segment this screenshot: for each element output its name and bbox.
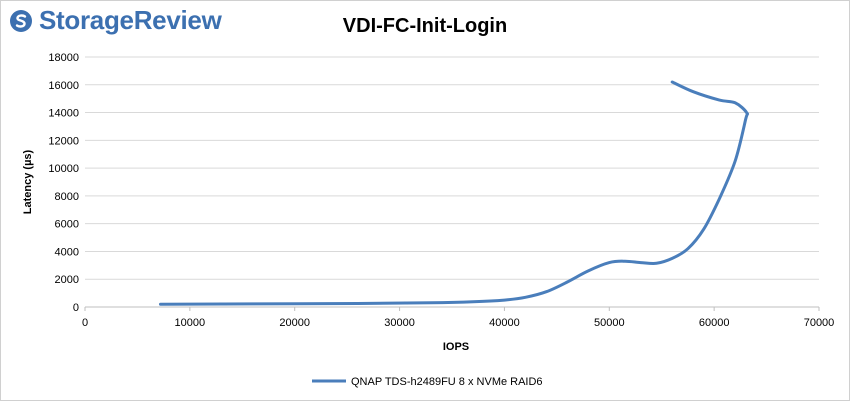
- y-tick-10000: 10000: [48, 163, 79, 175]
- gridlines: [85, 56, 819, 280]
- y-tick-0: 0: [73, 302, 79, 314]
- x-tick-0: 0: [82, 317, 88, 329]
- y-tick-14000: 14000: [48, 108, 79, 120]
- logo: StorageReview: [9, 5, 222, 36]
- y-tick-2000: 2000: [55, 274, 79, 286]
- y-axis-label: Latency (µs): [22, 149, 34, 214]
- y-tick-18000: 18000: [48, 52, 79, 64]
- series-layer: [159, 80, 750, 306]
- chart-title: VDI-FC-Init-Login: [342, 15, 508, 37]
- y-tick-16000: 16000: [48, 80, 79, 92]
- x-axis-label: IOPS: [443, 341, 469, 353]
- legend-label: QNAP TDS-h2489FU 8 x NVMe RAID6: [351, 376, 543, 388]
- x-tick-20000: 20000: [279, 317, 310, 329]
- x-tick-60000: 60000: [699, 317, 730, 329]
- legend: QNAP TDS-h2489FU 8 x NVMe RAID6: [312, 376, 543, 388]
- y-tick-6000: 6000: [55, 219, 79, 231]
- x-tick-40000: 40000: [489, 317, 520, 329]
- y-tick-labels: 0 2000 4000 6000 8000 10000 12000 14000 16000 180…: [48, 52, 79, 314]
- logo-text: StorageReview: [39, 5, 222, 35]
- y-tick-8000: 8000: [55, 191, 79, 203]
- x-tick-10000: 10000: [175, 317, 206, 329]
- x-tick-30000: 30000: [384, 317, 415, 329]
- y-tick-4000: 4000: [55, 246, 79, 258]
- x-tick-70000: 70000: [804, 317, 835, 329]
- x-tick-labels: 0 10000 20000 30000 40000 50000 60000 70000: [82, 317, 834, 329]
- axes: [84, 306, 820, 311]
- series-line-0: [159, 80, 750, 306]
- storage-logo-icon: [10, 9, 32, 32]
- y-tick-12000: 12000: [48, 135, 79, 147]
- x-tick-50000: 50000: [594, 317, 625, 329]
